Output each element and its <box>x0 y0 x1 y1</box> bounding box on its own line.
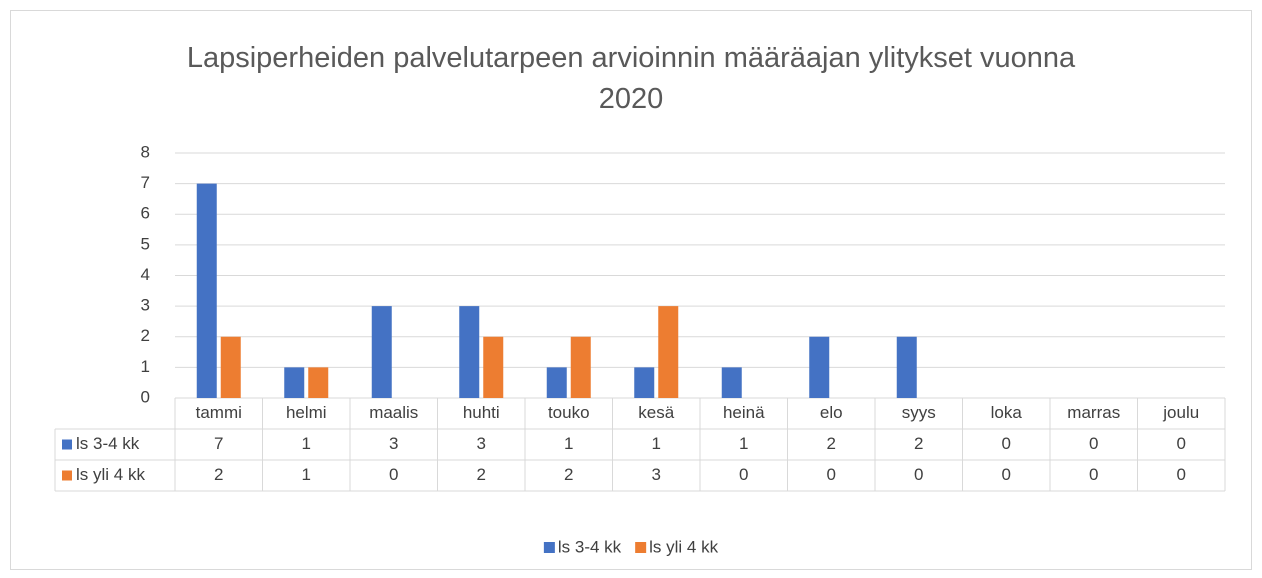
table-series-name: ls 3-4 kk <box>76 434 140 453</box>
table-value: 0 <box>914 465 923 484</box>
bar <box>483 336 504 398</box>
table-value: 0 <box>1089 465 1098 484</box>
table-value: 0 <box>1177 434 1186 453</box>
table-value: 2 <box>477 465 486 484</box>
y-tick-label: 4 <box>141 265 150 284</box>
table-value: 0 <box>389 465 398 484</box>
table-legend-key <box>62 470 72 481</box>
x-tick-label: kesä <box>638 403 674 422</box>
legend-key <box>635 542 647 553</box>
table-value: 2 <box>914 434 923 453</box>
table-series-name: ls yli 4 kk <box>76 465 145 484</box>
chart-border <box>10 10 1252 570</box>
y-tick-label: 0 <box>141 387 150 406</box>
x-tick-label: joulu <box>1162 403 1199 422</box>
table-value: 1 <box>652 434 661 453</box>
bar <box>658 306 679 398</box>
table-value: 3 <box>477 434 486 453</box>
y-tick-label: 8 <box>141 142 150 161</box>
table-legend-key <box>62 439 72 450</box>
table-value: 0 <box>739 465 748 484</box>
bar <box>459 306 480 398</box>
y-tick-label: 6 <box>141 204 150 223</box>
bar <box>196 183 217 398</box>
table-value: 3 <box>652 465 661 484</box>
table-value: 1 <box>302 465 311 484</box>
y-tick-label: 2 <box>141 326 150 345</box>
legend-label: ls yli 4 kk <box>649 537 718 556</box>
table-value: 0 <box>1002 465 1011 484</box>
bar <box>634 367 655 398</box>
bar <box>896 336 917 398</box>
x-tick-label: syys <box>902 403 936 422</box>
x-tick-label: heinä <box>723 403 765 422</box>
x-tick-label: helmi <box>286 403 327 422</box>
y-tick-label: 7 <box>141 173 150 192</box>
x-tick-label: huhti <box>463 403 500 422</box>
x-tick-label: maalis <box>369 403 418 422</box>
legend-key <box>543 542 555 553</box>
table-value: 0 <box>1002 434 1011 453</box>
y-tick-label: 5 <box>141 234 150 253</box>
table-value: 0 <box>1177 465 1186 484</box>
table-value: 2 <box>214 465 223 484</box>
table-value: 7 <box>214 434 223 453</box>
table-value: 1 <box>739 434 748 453</box>
chart-title: Lapsiperheiden palvelutarpeen arvioinnin… <box>186 42 1076 115</box>
legend-label: ls 3-4 kk <box>558 537 622 556</box>
table-value: 1 <box>302 434 311 453</box>
bar <box>721 367 742 398</box>
x-tick-label: tammi <box>196 403 242 422</box>
x-tick-label: loka <box>991 403 1023 422</box>
table-value: 2 <box>564 465 573 484</box>
bar <box>220 336 241 398</box>
bar <box>546 367 567 398</box>
x-tick-label: marras <box>1067 403 1120 422</box>
bar <box>371 306 392 398</box>
bar <box>809 336 830 398</box>
bar <box>284 367 305 398</box>
x-tick-label: elo <box>820 403 843 422</box>
table-value: 0 <box>1089 434 1098 453</box>
x-tick-label: touko <box>548 403 590 422</box>
table-value: 1 <box>564 434 573 453</box>
bar <box>308 367 329 398</box>
y-tick-label: 1 <box>141 357 150 376</box>
table-value: 3 <box>389 434 398 453</box>
table-value: 0 <box>827 465 836 484</box>
y-tick-label: 3 <box>141 296 150 315</box>
bar <box>570 336 591 398</box>
table-value: 2 <box>827 434 836 453</box>
